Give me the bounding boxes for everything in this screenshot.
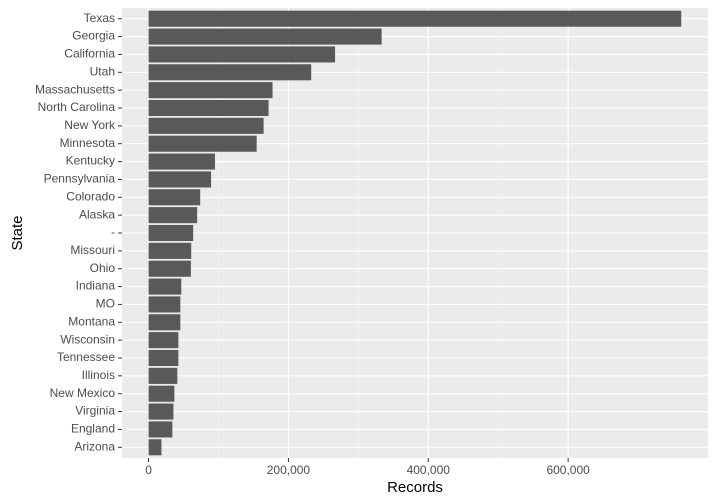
x-tick-label: 400,000 bbox=[407, 463, 451, 477]
bar bbox=[148, 296, 181, 313]
x-tick-label: 600,000 bbox=[546, 463, 590, 477]
y-tick-label: North Carolina bbox=[38, 100, 116, 114]
y-tick-label: Tennessee bbox=[57, 350, 115, 364]
bar bbox=[148, 46, 336, 63]
bar bbox=[148, 207, 198, 224]
bar bbox=[148, 242, 192, 259]
y-tick-label: Texas bbox=[84, 11, 115, 25]
y-tick-label: Utah bbox=[90, 64, 115, 78]
y-tick-label: Indiana bbox=[76, 279, 116, 293]
bar bbox=[148, 82, 273, 99]
y-tick-label: New York bbox=[64, 118, 116, 132]
y-tick-label: Ohio bbox=[90, 261, 116, 275]
x-tick-label: 200,000 bbox=[267, 463, 311, 477]
bar bbox=[148, 367, 178, 384]
y-tick-label: New Mexico bbox=[50, 386, 116, 400]
bar bbox=[148, 171, 212, 188]
bar bbox=[148, 349, 179, 367]
y-axis-title: State bbox=[9, 215, 26, 250]
y-tick-label: Massachusetts bbox=[35, 82, 115, 96]
bar bbox=[148, 117, 264, 134]
x-tick-label: 0 bbox=[145, 463, 152, 477]
y-tick-label: Montana bbox=[68, 314, 115, 328]
bar bbox=[148, 10, 682, 27]
y-tick-label: Arizona bbox=[74, 439, 115, 453]
bar bbox=[148, 135, 257, 152]
bar bbox=[148, 278, 182, 295]
y-tick-label: Kentucky bbox=[66, 154, 115, 168]
bar bbox=[148, 421, 173, 438]
x-axis-title: Records bbox=[387, 479, 443, 496]
y-tick-label: Missouri bbox=[70, 243, 115, 257]
y-tick-label: Wisconsin bbox=[60, 332, 115, 346]
bar bbox=[148, 439, 162, 456]
bar bbox=[148, 403, 174, 420]
bar bbox=[148, 385, 175, 402]
y-tick-label: Minnesota bbox=[60, 136, 116, 150]
y-tick-label: Colorado bbox=[66, 189, 115, 203]
y-tick-label: Pennsylvania bbox=[44, 172, 116, 186]
bar bbox=[148, 314, 181, 331]
bar bbox=[148, 260, 191, 277]
y-tick-label: Illinois bbox=[82, 368, 115, 382]
y-tick-label: England bbox=[71, 422, 115, 436]
bar bbox=[148, 99, 269, 117]
bar bbox=[148, 64, 312, 81]
y-tick-label: - bbox=[111, 225, 115, 239]
y-tick-label: Alaska bbox=[79, 207, 115, 221]
y-tick-label: California bbox=[64, 47, 115, 61]
bar bbox=[148, 189, 201, 206]
y-tick-label: MO bbox=[96, 297, 115, 311]
bar bbox=[148, 332, 179, 349]
y-tick-label: Georgia bbox=[72, 29, 115, 43]
bar bbox=[148, 224, 194, 242]
bar bbox=[148, 28, 382, 45]
y-tick-label: Virginia bbox=[75, 404, 115, 418]
bar bbox=[148, 153, 216, 170]
